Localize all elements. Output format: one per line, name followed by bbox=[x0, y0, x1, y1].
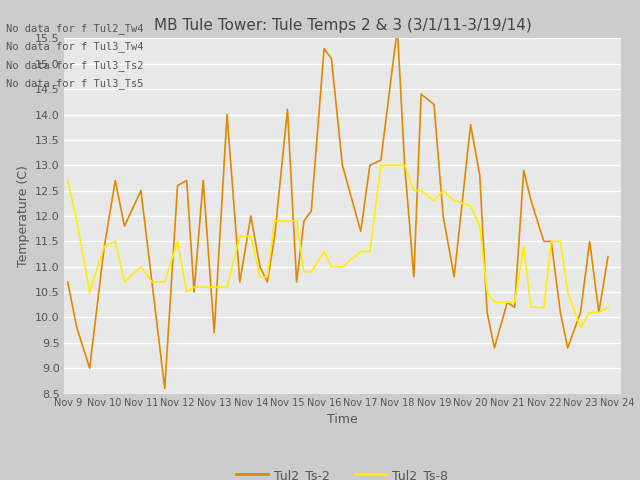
Text: No data for f Tul3_Ts5: No data for f Tul3_Ts5 bbox=[6, 78, 144, 89]
Tul2_Ts-8 bbox=[439, 188, 447, 193]
Text: No data for f Tul3_Ts2: No data for f Tul3_Ts2 bbox=[6, 60, 144, 71]
Tul2_Ts-8 bbox=[604, 304, 612, 310]
Line: Tul2_Ts-8: Tul2_Ts-8 bbox=[68, 165, 608, 328]
Y-axis label: Temperature (C): Temperature (C) bbox=[17, 165, 29, 267]
Tul2_Ts-8 bbox=[417, 188, 425, 193]
X-axis label: Time: Time bbox=[327, 413, 358, 426]
Tul2_Ts-2 bbox=[236, 279, 244, 285]
Tul2_Ts-8 bbox=[377, 162, 385, 168]
Tul2_Ts-2 bbox=[417, 91, 425, 97]
Tul2_Ts-2 bbox=[451, 274, 458, 280]
Line: Tul2_Ts-2: Tul2_Ts-2 bbox=[68, 28, 608, 388]
Tul2_Ts-2 bbox=[64, 279, 72, 285]
Tul2_Ts-2 bbox=[511, 304, 518, 310]
Text: No data for f Tul3_Tw4: No data for f Tul3_Tw4 bbox=[6, 41, 144, 52]
Tul2_Ts-2 bbox=[604, 254, 612, 260]
Tul2_Ts-8 bbox=[328, 264, 335, 270]
Title: MB Tule Tower: Tule Temps 2 & 3 (3/1/11-3/19/14): MB Tule Tower: Tule Temps 2 & 3 (3/1/11-… bbox=[154, 18, 531, 33]
Legend: Tul2_Ts-2, Tul2_Ts-8: Tul2_Ts-2, Tul2_Ts-8 bbox=[232, 464, 453, 480]
Tul2_Ts-2 bbox=[439, 213, 447, 219]
Tul2_Ts-8 bbox=[271, 218, 278, 224]
Tul2_Ts-2 bbox=[410, 274, 418, 280]
Text: No data for f Tul2_Tw4: No data for f Tul2_Tw4 bbox=[6, 23, 144, 34]
Tul2_Ts-2 bbox=[394, 25, 401, 31]
Tul2_Ts-8 bbox=[64, 178, 72, 183]
Tul2_Ts-8 bbox=[366, 249, 374, 254]
Tul2_Ts-2 bbox=[161, 385, 168, 391]
Tul2_Ts-8 bbox=[577, 325, 584, 331]
Tul2_Ts-8 bbox=[111, 239, 119, 244]
